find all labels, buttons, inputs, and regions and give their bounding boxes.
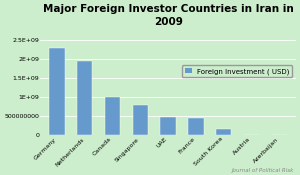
Bar [188,118,203,135]
Text: Journal of Political Risk: Journal of Political Risk [232,168,294,173]
Bar [50,48,65,135]
Bar [77,61,92,135]
Legend: Foreign Investment ( USD): Foreign Investment ( USD) [182,65,292,77]
Bar [160,117,176,135]
Bar [133,105,148,135]
Title: Major Foreign Investor Countries in Iran in
2009: Major Foreign Investor Countries in Iran… [43,4,293,27]
Bar [216,129,231,135]
Bar [105,97,120,135]
